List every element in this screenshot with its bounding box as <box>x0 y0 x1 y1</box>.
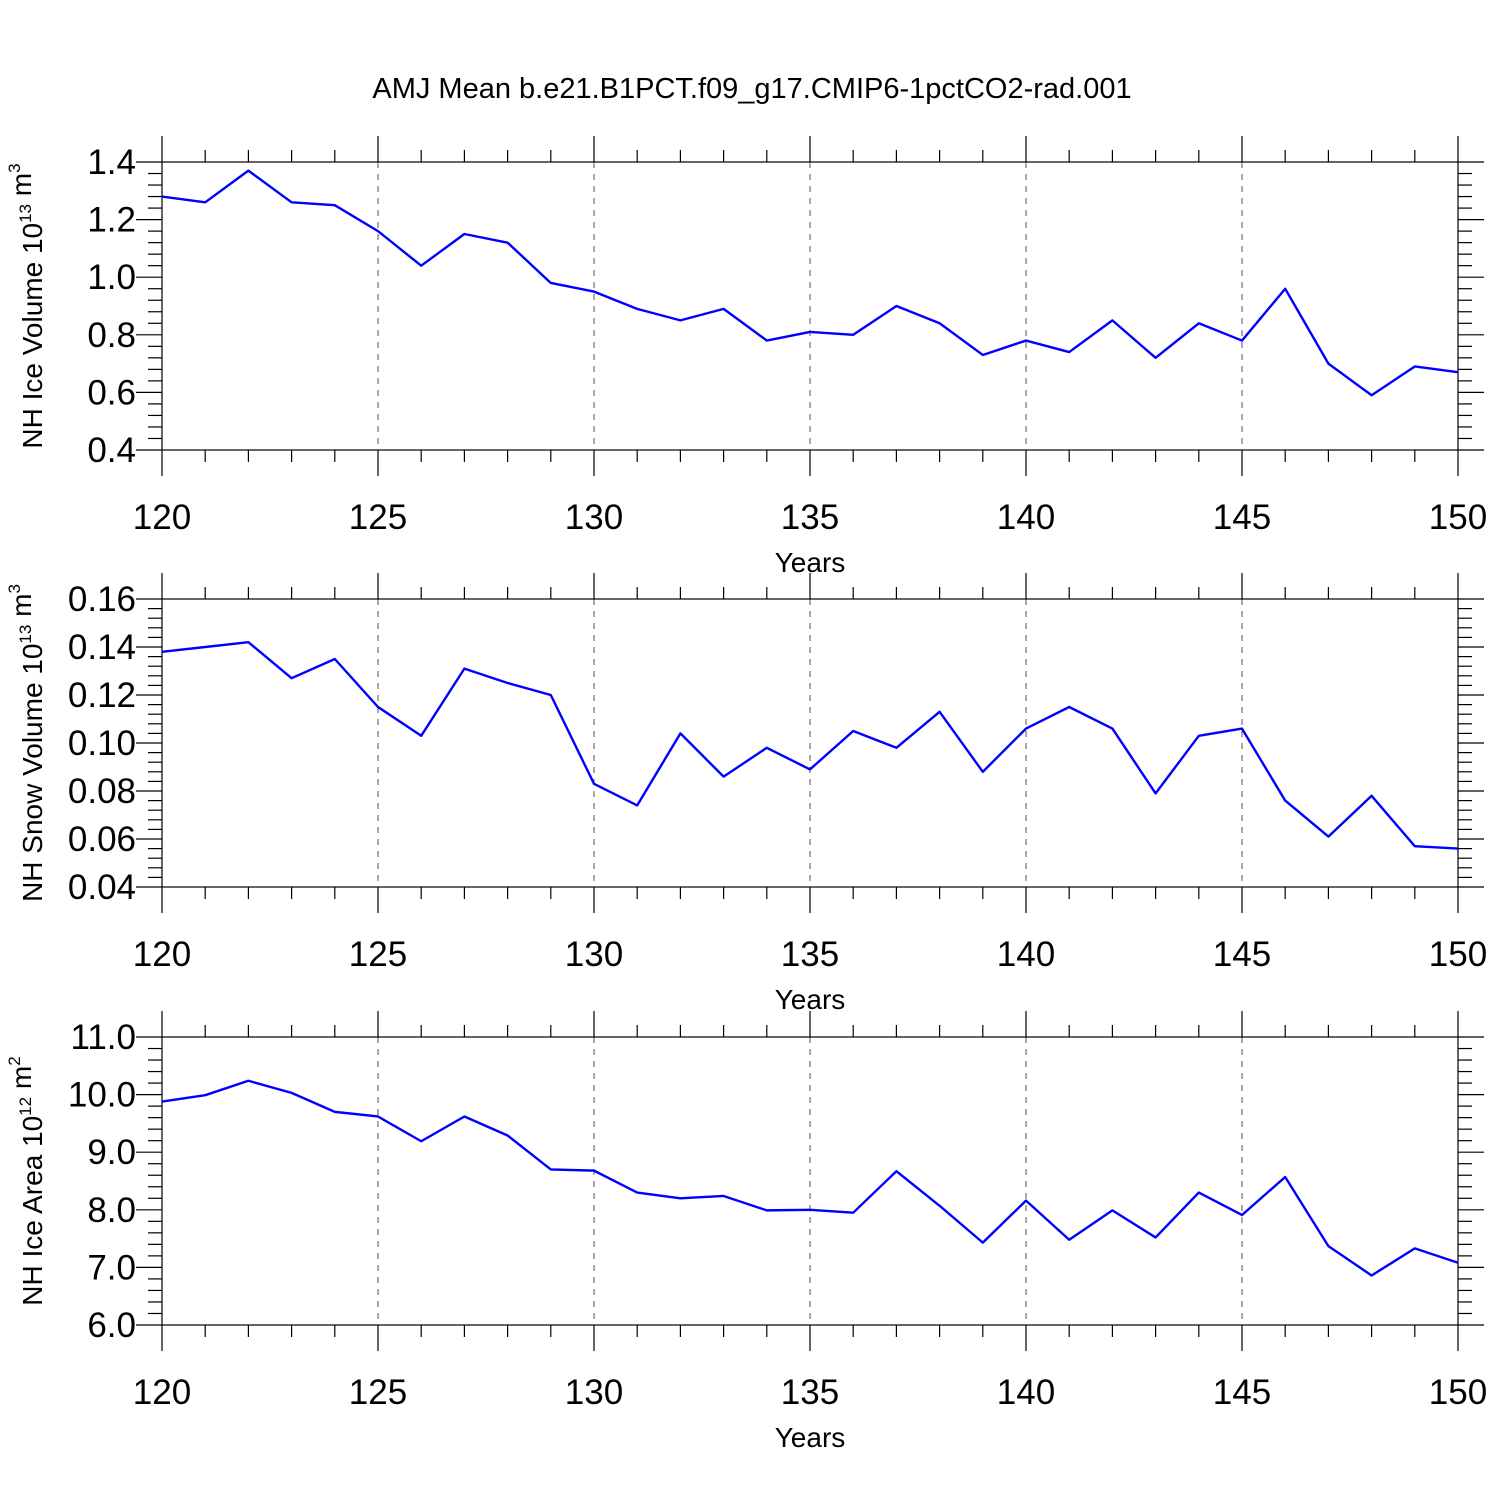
x-tick-label: 140 <box>997 935 1055 974</box>
x-tick-label: 120 <box>133 935 191 974</box>
y-axis-label-ylabel-exp: 12 <box>16 1097 35 1116</box>
y-tick-label: 1.4 <box>87 143 136 182</box>
figure-title: AMJ Mean b.e21.B1PCT.f09_g17.CMIP6-1pctC… <box>372 73 1131 105</box>
y-tick-label: 7.0 <box>87 1248 136 1287</box>
x-tick-label: 150 <box>1429 1373 1487 1412</box>
y-tick-label: 1.0 <box>87 258 136 297</box>
y-axis-label: NH Ice Volume 1013 m3 <box>5 163 48 448</box>
y-axis-label-ylabel-unit-exp: 2 <box>5 1056 24 1065</box>
y-axis-label-ylabel: NH Ice Volume 10 <box>17 223 48 449</box>
y-axis-label-ylabel-unit: m <box>6 594 37 625</box>
y-axis-label-ylabel-unit: m <box>6 1066 37 1097</box>
y-tick-label: 9.0 <box>87 1133 136 1172</box>
x-tick-label: 135 <box>781 935 839 974</box>
panel-3: 120 125 130 135 140 145 150 6.0 7.0 8.0 9.0 10.0 11.… <box>5 1011 1487 1453</box>
x-tick-label: 140 <box>997 498 1055 537</box>
y-tick-label: 0.4 <box>87 431 136 470</box>
y-axis-label: NH Ice Area 1012 m2 <box>5 1056 48 1305</box>
x-tick-label: 120 <box>133 498 191 537</box>
x-tick-label: 145 <box>1213 1373 1271 1412</box>
y-tick-label: 0.8 <box>87 316 136 355</box>
x-tick-label: 145 <box>1213 498 1271 537</box>
x-tick-label: 150 <box>1429 498 1487 537</box>
y-tick-label: 0.6 <box>87 373 136 412</box>
y-tick-label: 0.06 <box>68 820 136 859</box>
y-tick-label: 8.0 <box>87 1191 136 1230</box>
panel-1: 120 125 130 135 140 145 150 0.4 0.6 0.8 1.0 1.2 1.4 Y… <box>5 136 1487 578</box>
x-tick-label: 130 <box>565 498 623 537</box>
y-tick-label: 11.0 <box>70 1018 136 1057</box>
x-tick-label: 140 <box>997 1373 1055 1412</box>
y-axis-label-ylabel-exp: 13 <box>16 625 35 644</box>
x-axis-label: Years <box>775 1422 846 1453</box>
y-tick-label: 0.04 <box>68 868 136 907</box>
y-axis-label-ylabel-exp: 13 <box>16 204 35 223</box>
x-tick-label: 135 <box>781 1373 839 1412</box>
y-axis-label: NH Snow Volume 1013 m3 <box>5 584 48 902</box>
x-tick-label: 125 <box>349 1373 407 1412</box>
y-tick-label: 0.10 <box>68 724 136 763</box>
x-tick-label: 130 <box>565 935 623 974</box>
y-axis-label-ylabel-unit: m <box>6 173 37 204</box>
y-tick-label: 0.12 <box>68 676 136 715</box>
x-tick-label: 125 <box>349 935 407 974</box>
panel-2: 120 125 130 135 140 145 150 0.04 0.06 0.08 0.10 0.1… <box>5 573 1487 1015</box>
y-tick-label: 0.14 <box>68 628 136 667</box>
x-axis-label: Years <box>775 547 846 578</box>
x-tick-label: 125 <box>349 498 407 537</box>
x-tick-label: 120 <box>133 1373 191 1412</box>
x-tick-label: 145 <box>1213 935 1271 974</box>
x-axis-label: Years <box>775 984 846 1015</box>
y-axis-label-ylabel-unit-exp: 3 <box>5 584 24 593</box>
panels: 120 125 130 135 140 145 150 0.4 0.6 0.8 1.0 1.2 1.4 Y… <box>5 136 1487 1453</box>
y-tick-label: 0.16 <box>68 580 136 619</box>
y-axis-label-ylabel: NH Ice Area 10 <box>17 1116 48 1306</box>
y-tick-label: 0.08 <box>68 772 136 811</box>
y-tick-label: 6.0 <box>87 1306 136 1345</box>
y-tick-label: 10.0 <box>68 1076 136 1115</box>
x-tick-label: 130 <box>565 1373 623 1412</box>
y-axis-label-ylabel-unit-exp: 3 <box>5 163 24 172</box>
x-tick-label: 135 <box>781 498 839 537</box>
y-tick-label: 1.2 <box>87 201 136 240</box>
y-axis-label-ylabel: NH Snow Volume 10 <box>17 644 48 902</box>
x-tick-label: 150 <box>1429 935 1487 974</box>
